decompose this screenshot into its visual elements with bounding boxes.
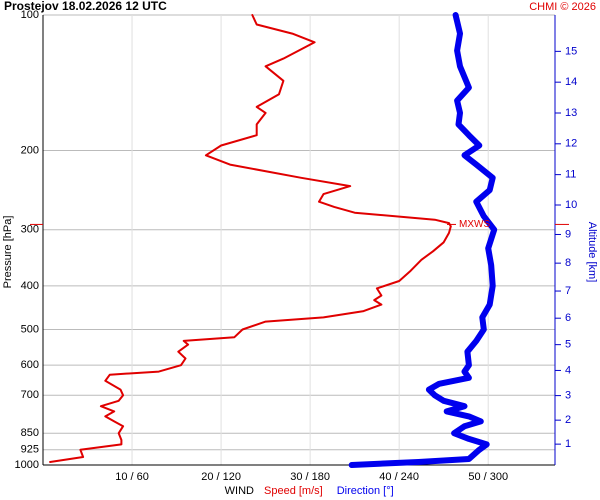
y-tick-label: 100 (21, 9, 39, 21)
x-tick-label: 30 / 180 (290, 471, 330, 483)
profile-line (348, 12, 498, 468)
y2-axis-label: Altitude [km] (586, 222, 598, 283)
y2-tick-label: 4 (565, 364, 571, 376)
y-tick-label: 300 (21, 224, 39, 236)
y2-tick-label: 6 (565, 312, 571, 324)
y2-tick-label: 9 (565, 228, 571, 240)
x-tick-label: 40 / 240 (379, 471, 419, 483)
max-wind-label: MXWS (459, 219, 490, 230)
legend-entry: Speed [m/s] (264, 485, 323, 497)
y2-tick-label: 11 (565, 169, 576, 181)
y2-tick-label: 15 (565, 45, 577, 57)
y-tick-label: 700 (21, 389, 39, 401)
y-tick-label: 400 (21, 280, 39, 292)
y-tick-label: 500 (21, 323, 39, 335)
y2-tick-label: 1 (565, 438, 571, 450)
x-axis-label: WIND (225, 485, 254, 497)
y2-tick-label: 12 (565, 138, 577, 150)
y2-tick-label: 14 (565, 76, 577, 88)
y2-tick-label: 7 (565, 285, 571, 297)
y-tick-label: 600 (21, 359, 39, 371)
x-tick-label: 20 / 120 (201, 471, 241, 483)
y2-tick-label: 5 (565, 339, 571, 351)
y-tick-label: 200 (21, 144, 39, 156)
x-tick-label: 50 / 300 (468, 471, 508, 483)
chart-title: Prostejov 18.02.2026 12 UTC (4, 0, 167, 13)
y2-tick-label: 3 (565, 390, 571, 402)
y2-tick-label: 8 (565, 257, 571, 269)
credit: CHMI © 2026 (529, 1, 596, 13)
y2-tick-label: 13 (565, 107, 577, 119)
y-axis-label: Pressure [hPa] (2, 216, 14, 289)
y2-tick-label: 10 (565, 199, 577, 211)
x-tick-label: 10 / 60 (115, 471, 149, 483)
profile-line (49, 14, 452, 463)
y-tick-label: 925 (21, 444, 39, 456)
y-tick-label: 850 (21, 427, 39, 439)
y2-tick-label: 2 (565, 414, 571, 426)
y-tick-label: 1000 (15, 459, 39, 471)
legend-entry: Direction [°] (337, 485, 394, 497)
